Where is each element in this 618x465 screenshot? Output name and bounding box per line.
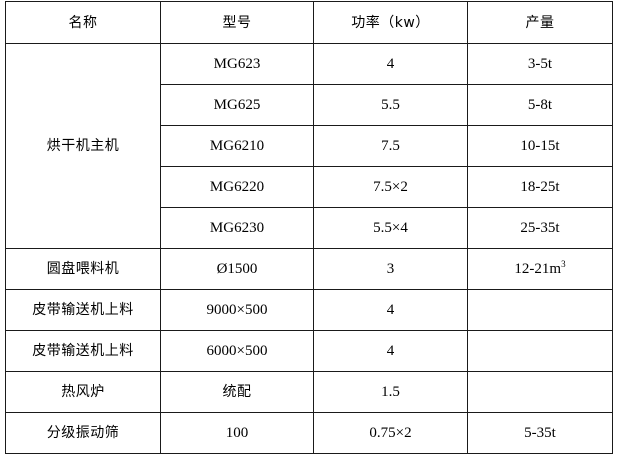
column-header-model-label: 型号 <box>222 14 252 31</box>
column-header-output: 产量 <box>467 1 613 44</box>
table-row: 皮带输送机上料 6000×500 4 <box>5 330 613 372</box>
cell-output-value: 5-35t <box>524 425 556 441</box>
cell-power-value: 1.5 <box>381 384 400 400</box>
column-header-power: 功率（kw） <box>313 1 468 44</box>
cell-power: 3 <box>313 248 468 290</box>
table-header-row: 名称 型号 功率（kw） 产量 <box>5 1 613 44</box>
cell-model: 6000×500 <box>160 330 314 372</box>
table-body: 烘干机主机 MG623 4 3-5t MG625 5.5 <box>5 43 613 454</box>
cell-power: 4 <box>313 43 468 85</box>
cell-power: 5.5×4 <box>313 207 468 249</box>
cell-model-value: 统配 <box>222 384 252 400</box>
cell-model: MG6230 <box>160 207 314 249</box>
cell-power-value: 4 <box>386 56 395 72</box>
cell-output-value: 3-5t <box>527 56 553 72</box>
cell-power-value: 3 <box>386 261 395 277</box>
cell-power-value: 7.5 <box>381 138 400 154</box>
table-row: MG6220 7.5×2 18-25t <box>6 166 613 208</box>
cell-output-value: 18-25t <box>520 179 560 195</box>
cell-power-value: 5.5 <box>381 97 400 113</box>
cell-power-value: 0.75×2 <box>369 425 412 441</box>
cell-model: 统配 <box>160 371 314 413</box>
cell-power: 5.5 <box>313 84 468 126</box>
cell-power: 4 <box>313 330 468 372</box>
cell-model-value: Ø1500 <box>216 261 258 277</box>
cell-model: 100 <box>160 412 314 454</box>
cell-power: 7.5 <box>313 125 468 167</box>
cell-model: MG6220 <box>160 166 314 208</box>
table-row: MG625 5.5 5-8t <box>6 84 613 126</box>
cell-power-value: 5.5×4 <box>373 220 408 236</box>
table-row: 皮带输送机上料 9000×500 4 <box>5 289 613 331</box>
cell-model-value: MG625 <box>213 97 261 113</box>
cell-output: 5-35t <box>467 412 613 454</box>
column-header-output-label: 产量 <box>525 14 555 31</box>
cell-model-value: 100 <box>225 425 249 441</box>
cell-model: MG623 <box>160 43 314 85</box>
cell-power-value: 4 <box>386 302 395 318</box>
table-row: 烘干机主机 MG623 4 3-5t <box>5 43 613 249</box>
cell-power: 7.5×2 <box>313 166 468 208</box>
cell-model-value: MG6210 <box>209 138 265 154</box>
cell-output <box>467 330 613 372</box>
table-header: 名称 型号 功率（kw） 产量 <box>5 1 613 44</box>
cell-name-value: 热风炉 <box>61 384 105 400</box>
column-header-name: 名称 <box>5 1 161 44</box>
cell-name: 热风炉 <box>5 371 161 413</box>
cell-model-value: MG6220 <box>209 179 265 195</box>
cell-output-value: 10-15t <box>520 138 560 154</box>
cell-model-value: 9000×500 <box>206 302 268 318</box>
table-row: 热风炉 统配 1.5 <box>5 371 613 413</box>
cell-model: MG625 <box>160 84 314 126</box>
cell-model: 9000×500 <box>160 289 314 331</box>
cell-name: 皮带输送机上料 <box>5 330 161 372</box>
cell-power: 0.75×2 <box>313 412 468 454</box>
table-row: 圆盘喂料机 Ø1500 3 12-21m3 <box>5 248 613 290</box>
table-row: MG6210 7.5 10-15t <box>6 125 613 167</box>
cell-output-value: 12-21m <box>514 261 562 277</box>
cell-name: 圆盘喂料机 <box>5 248 161 290</box>
cell-power: 4 <box>313 289 468 331</box>
cell-output-value: 25-35t <box>520 220 560 236</box>
cell-name: 皮带输送机上料 <box>5 289 161 331</box>
cell-model-value: 6000×500 <box>206 343 268 359</box>
cell-model-value: MG623 <box>213 56 261 72</box>
row-group-name-label: 烘干机主机 <box>46 138 120 154</box>
cell-output <box>467 289 613 331</box>
cell-output-value: 5-8t <box>527 97 553 113</box>
cell-output: 5-8t <box>467 84 613 126</box>
cell-power-value: 7.5×2 <box>373 179 408 195</box>
cell-name-value: 皮带输送机上料 <box>32 302 134 318</box>
cell-name-value: 皮带输送机上料 <box>32 343 134 359</box>
cell-output: 3-5t <box>467 43 613 85</box>
column-header-model: 型号 <box>160 1 314 44</box>
cell-name-value: 圆盘喂料机 <box>46 261 120 277</box>
cell-power: 1.5 <box>313 371 468 413</box>
cell-output <box>467 371 613 413</box>
cell-name: 分级振动筛 <box>5 412 161 454</box>
cell-output: 10-15t <box>467 125 613 167</box>
cubic-meter-superscript: 3 <box>561 259 566 269</box>
cell-name-value: 分级振动筛 <box>46 425 120 441</box>
cell-model: Ø1500 <box>160 248 314 290</box>
column-header-power-label: 功率（kw） <box>351 14 430 31</box>
cell-model-value: MG6230 <box>209 220 265 236</box>
table-row: MG6230 5.5×4 25-35t <box>6 207 613 249</box>
table-row: 分级振动筛 100 0.75×2 5-35t <box>5 412 613 454</box>
cell-output: 25-35t <box>467 207 613 249</box>
row-group-name-dryer-main-unit: 烘干机主机 <box>5 43 161 249</box>
cell-output: 12-21m3 <box>467 248 613 290</box>
column-header-name-label: 名称 <box>68 14 98 31</box>
cell-output: 18-25t <box>467 166 613 208</box>
cell-power-value: 4 <box>386 343 395 359</box>
cell-model: MG6210 <box>160 125 314 167</box>
equipment-specification-table: 名称 型号 功率（kw） 产量 烘干机主机 MG623 <box>5 1 613 454</box>
